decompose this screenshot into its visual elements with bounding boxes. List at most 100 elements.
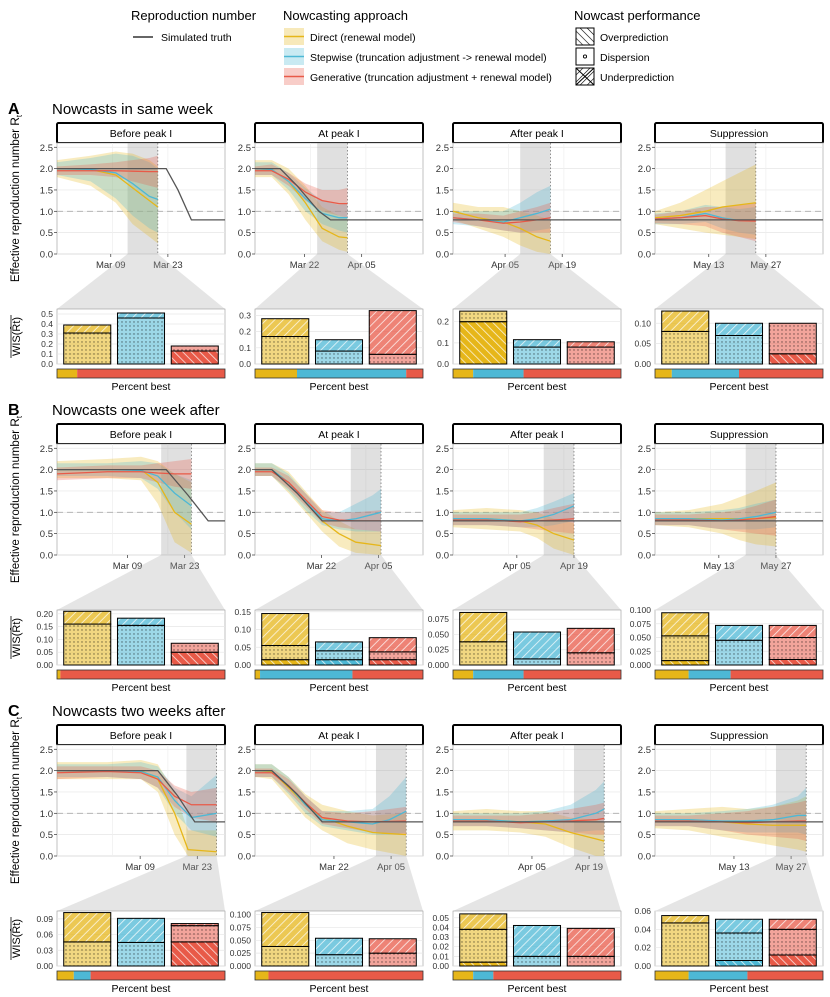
wis-bar-generative-over-pattern <box>566 341 615 348</box>
y-tick-label: 1.0 <box>638 508 651 519</box>
wis-bar-direct-under-pattern <box>459 321 508 365</box>
wis-tick-label: 0.2 <box>41 339 53 349</box>
percent-best-direct <box>453 971 474 980</box>
facet-label: After peak I <box>510 730 564 742</box>
x-tick-label: Mar 09 <box>113 561 143 572</box>
eval-window <box>161 444 192 555</box>
wis-bar-generative-under-pattern <box>170 651 219 666</box>
line-direct <box>452 210 551 242</box>
wis-bar-direct-disp-pattern <box>661 922 710 967</box>
percent-best-generative <box>352 670 423 679</box>
wis-tick-label: 0.2 <box>239 327 251 337</box>
wis-tick-label: 0.075 <box>630 619 652 629</box>
panel-A-1: Before peak I 0.0 0.5 1.0 1.5 2.0 2.5 Mar 09 Mar… <box>40 122 226 393</box>
y-tick-label: 1.0 <box>436 809 449 820</box>
eval-window <box>127 143 158 254</box>
wis-tick-label: 0.02 <box>432 942 449 952</box>
x-tick-label: Mar 23 <box>153 260 183 271</box>
percent-best-frame <box>254 970 424 981</box>
y-tick-label: 1.5 <box>40 486 53 497</box>
wis-bar-generative-under-pattern <box>768 659 817 666</box>
wis-tick-label: 0.0 <box>41 359 53 369</box>
y-tick-label: 1.0 <box>40 207 53 218</box>
wis-bar-stepwise-over-pattern <box>314 937 364 956</box>
wis-bar-generative-over-pattern <box>566 627 615 654</box>
y-tick-label: 2.5 <box>238 143 251 154</box>
x-tick-label: Apr 19 <box>560 561 588 572</box>
percent-best-generative <box>60 670 225 679</box>
percent-best-generative <box>747 971 823 980</box>
plot-area <box>56 443 226 556</box>
legend-approach-generative: Generative (truncation adjustment + rene… <box>284 68 552 85</box>
eval-window <box>775 745 807 856</box>
y-tick-label: 1.5 <box>436 787 449 798</box>
wis-tick-label: 0.050 <box>230 935 252 945</box>
plot-area <box>452 744 622 857</box>
percent-best-generative <box>268 971 423 980</box>
wis-bar-stepwise-over-pattern <box>714 322 764 336</box>
legend-perf-under-label: Underprediction <box>600 72 674 84</box>
wis-tick-label: 0.05 <box>634 339 651 349</box>
x-tick-label: Apr 05 <box>364 561 392 572</box>
percent-best-generative <box>77 369 225 378</box>
percent-best-frame <box>56 669 226 680</box>
eval-window <box>543 444 574 555</box>
wis-bar-stepwise-disp-pattern <box>314 350 364 365</box>
line-truth <box>255 468 423 522</box>
zoom-connector <box>255 856 423 911</box>
wis-bar-generative-disp-pattern <box>170 925 219 943</box>
percent-best-stepwise <box>297 369 407 378</box>
ribbon-generative <box>655 499 776 536</box>
wis-bar-stepwise-over-pattern <box>512 631 562 660</box>
ribbon-direct <box>255 463 381 555</box>
zoom-connector <box>453 555 621 610</box>
wis-bar-stepwise-under-pattern <box>714 960 764 967</box>
wis-tick-label: 0.000 <box>230 961 252 971</box>
wis-bar-generative-disp-pattern <box>566 652 615 666</box>
zoom-connector <box>255 555 423 610</box>
y-tick-label: 0.5 <box>238 830 251 841</box>
ribbon-generative <box>453 202 551 233</box>
plot-area <box>452 142 622 255</box>
percent-best-stepwise <box>688 971 748 980</box>
legend: Reproduction number Simulated truth Nowc… <box>131 8 700 86</box>
wis-bar-direct-over-pattern <box>261 318 310 337</box>
ylabel-reproduction: Effective reproduction number Rt <box>8 716 24 884</box>
wis-tick-label: 0.025 <box>428 645 450 655</box>
wis-bar-generative-over-pattern <box>768 918 817 930</box>
y-tick-label: 0.0 <box>638 250 651 261</box>
percent-best-stepwise <box>671 369 739 378</box>
facet-label: Suppression <box>710 128 769 140</box>
y-tick-label: 1.0 <box>638 207 651 218</box>
percent-best-label: Percent best <box>310 682 369 694</box>
ylabel-wis: WIS(R̂t) <box>9 919 23 958</box>
wis-bar-direct-disp-pattern <box>661 635 710 662</box>
line-stepwise <box>453 505 575 522</box>
wis-bar-stepwise-disp-pattern <box>714 639 764 666</box>
legend-approach-direct-label: Direct (renewal model) <box>310 32 416 44</box>
y-tick-label: 0.5 <box>638 529 651 540</box>
y-tick-label: 0.0 <box>40 250 53 261</box>
legend-perf-over-label: Overprediction <box>600 32 668 44</box>
wis-tick-label: 0.2 <box>437 317 449 327</box>
plot-area <box>654 142 824 255</box>
eval-window <box>375 745 407 856</box>
percent-best-generative <box>493 971 621 980</box>
section-A: A Nowcasts in same week Effective reproduc… <box>8 101 824 393</box>
eval-window <box>745 444 776 555</box>
line-stepwise <box>655 814 807 822</box>
wis-tick-label: 0.5 <box>41 309 53 319</box>
percent-best-generative <box>90 971 225 980</box>
x-tick-label: Mar 23 <box>182 862 212 873</box>
zoom-connector <box>255 254 423 309</box>
facet-label: At peak I <box>318 429 359 441</box>
chart-sections: A Nowcasts in same week Effective reproduc… <box>8 101 824 995</box>
facet-label: After peak I <box>510 429 564 441</box>
wis-tick-label: 0.025 <box>630 646 652 656</box>
y-tick-label: 1.5 <box>40 185 53 196</box>
percent-best-stepwise <box>473 670 524 679</box>
percent-best-frame <box>56 970 226 981</box>
x-tick-label: May 13 <box>718 862 749 873</box>
wis-tick-label: 0.03 <box>432 932 449 942</box>
y-tick-label: 1.5 <box>638 486 651 497</box>
